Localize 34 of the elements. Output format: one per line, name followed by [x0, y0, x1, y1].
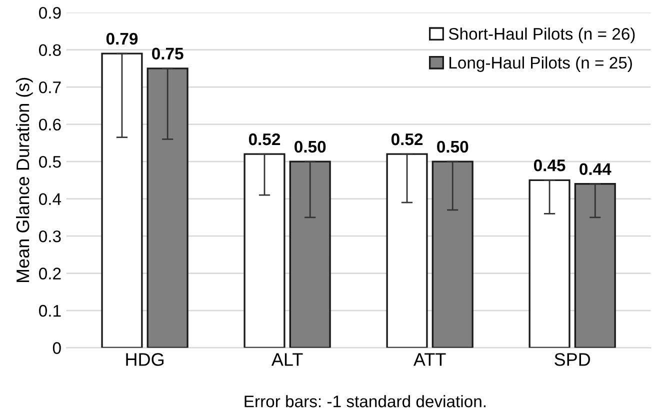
y-axis-title: Mean Glance Duration (s): [16, 78, 33, 282]
bar: [101, 52, 143, 348]
y-tick-label: 0.2: [39, 268, 61, 280]
bar: [146, 68, 188, 348]
y-tick-label: 0.3: [39, 230, 61, 242]
x-tick-label: HDG: [126, 353, 164, 366]
y-tick-label: 0.4: [39, 193, 62, 205]
y-tick-label: 0.5: [39, 156, 61, 168]
data-label: 0.50: [294, 140, 326, 153]
data-label: 0.79: [106, 32, 138, 45]
x-tick-label: SPD: [554, 353, 590, 366]
x-tick-label: ALT: [271, 353, 303, 366]
bar: [574, 183, 616, 348]
data-label: 0.75: [152, 48, 184, 60]
y-tick-label: 0.6: [39, 118, 61, 131]
data-label: 0.44: [580, 163, 612, 176]
data-label: 0.50: [437, 140, 468, 153]
legend-label: Long-Haul Pilots (n = 25): [450, 56, 632, 72]
bar: [432, 160, 474, 348]
bar: [244, 153, 286, 348]
bar: [386, 153, 428, 348]
legend-label: Short-Haul Pilots (n = 26): [448, 28, 635, 44]
y-tick-label: 0.9: [39, 6, 61, 19]
text: Error bars: -1 standard deviation.: [244, 395, 486, 408]
bar: [528, 179, 570, 348]
x-tick-label: ATT: [413, 353, 446, 366]
y-tick-label: 0.7: [39, 81, 61, 94]
y-tick-label: 0.8: [39, 44, 61, 56]
y-tick-label: 0.1: [39, 304, 61, 317]
y-tick-label: 0: [52, 342, 61, 354]
data-label: 0.52: [248, 133, 280, 146]
data-label: 0.52: [391, 133, 423, 146]
data-label: 0.45: [534, 159, 566, 172]
bar: [289, 160, 331, 348]
